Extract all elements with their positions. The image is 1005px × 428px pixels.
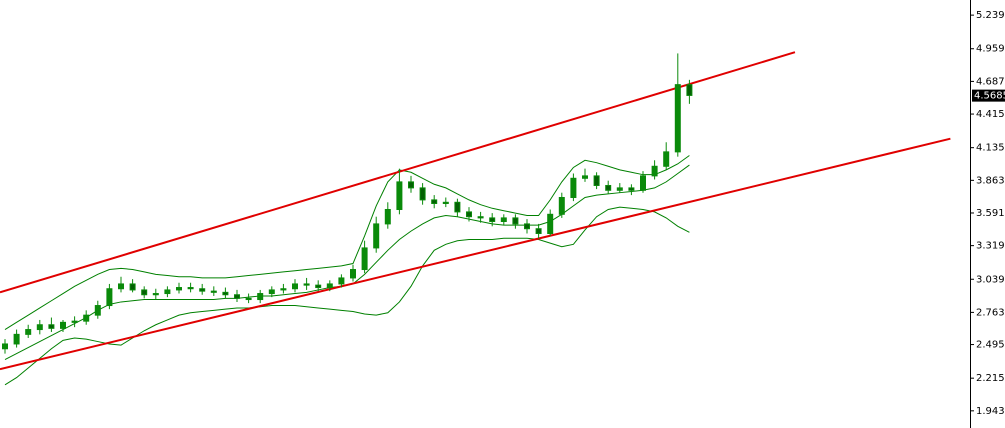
candle-body xyxy=(547,213,554,235)
candle-body xyxy=(141,289,148,296)
candle-body xyxy=(280,288,287,291)
candle-body xyxy=(477,216,484,219)
candle-body xyxy=(512,217,519,225)
candle-body xyxy=(396,181,403,210)
candle-body xyxy=(25,329,32,335)
candle-body xyxy=(48,324,55,329)
candle-body xyxy=(94,305,101,316)
y-tick-label: 3.3190 xyxy=(976,241,1005,252)
candle-body xyxy=(245,297,252,301)
y-tick-label: 4.4150 xyxy=(976,109,1005,120)
candle-body xyxy=(500,217,507,223)
band-line xyxy=(4,155,690,330)
candle-body xyxy=(83,314,90,322)
candle-body xyxy=(222,291,229,296)
candle-body xyxy=(292,283,298,290)
candle-body xyxy=(640,175,646,191)
candle-body xyxy=(419,187,426,201)
candle-body xyxy=(187,287,194,290)
candle-body xyxy=(326,283,333,289)
candle-body xyxy=(338,277,345,285)
candle-body xyxy=(489,217,496,223)
candle-body xyxy=(674,84,681,153)
y-tick-label: 4.1350 xyxy=(976,143,1005,154)
y-tick-label: 3.8630 xyxy=(976,175,1005,186)
candle-body xyxy=(350,269,356,279)
candle-body xyxy=(605,184,612,191)
candle-body xyxy=(373,223,380,249)
candle-body xyxy=(164,289,171,295)
candle-body xyxy=(384,208,391,225)
candle-body xyxy=(303,283,310,286)
last-price-box xyxy=(972,89,1005,102)
y-tick-label: 2.4950 xyxy=(976,340,1005,351)
candle-body xyxy=(570,177,577,198)
candle-body xyxy=(118,283,124,290)
candle-body xyxy=(176,287,182,291)
candle-body xyxy=(71,320,78,323)
trend-line xyxy=(0,51,796,294)
candle-body xyxy=(616,187,623,191)
candle-body xyxy=(2,343,8,350)
candle-body xyxy=(408,181,414,189)
y-tick-label: 3.5910 xyxy=(976,208,1005,219)
y-tick-label: 3.0390 xyxy=(976,274,1005,285)
candle-body xyxy=(686,84,693,96)
candle-body xyxy=(593,175,600,186)
candle-body xyxy=(524,223,530,230)
candle-body xyxy=(582,175,588,179)
candle-body xyxy=(199,288,206,292)
candle-body xyxy=(663,151,670,167)
y-tick-label: 4.9590 xyxy=(976,44,1005,55)
candle-body xyxy=(268,289,275,295)
candle-body xyxy=(210,290,217,293)
candle-body xyxy=(466,211,472,218)
candle-body xyxy=(36,324,43,331)
band-line xyxy=(4,206,690,386)
candle-body xyxy=(431,199,438,204)
candle-body xyxy=(651,165,658,177)
candle-body xyxy=(234,294,240,299)
y-tick-label: 2.7630 xyxy=(976,307,1005,318)
candle-body xyxy=(257,293,264,301)
candle-body xyxy=(535,228,542,235)
candle-body xyxy=(129,283,136,291)
candle-body xyxy=(442,201,449,204)
candle-body xyxy=(315,284,322,289)
candle-body xyxy=(628,187,635,191)
candle-body xyxy=(558,196,565,215)
candle-body xyxy=(152,293,159,296)
y-tick-label: 2.2150 xyxy=(976,373,1005,384)
last-price-label: 4.5685 xyxy=(974,91,1005,102)
candle-body xyxy=(361,247,368,271)
y-tick-label: 1.9430 xyxy=(976,406,1005,417)
candle-body xyxy=(454,201,461,213)
trend-line xyxy=(0,137,951,371)
candle-body xyxy=(106,288,113,307)
y-tick-label: 4.6870 xyxy=(976,76,1005,87)
candle-body xyxy=(60,321,66,329)
candle-body xyxy=(13,333,20,345)
y-tick-label: 5.2390 xyxy=(976,10,1005,21)
